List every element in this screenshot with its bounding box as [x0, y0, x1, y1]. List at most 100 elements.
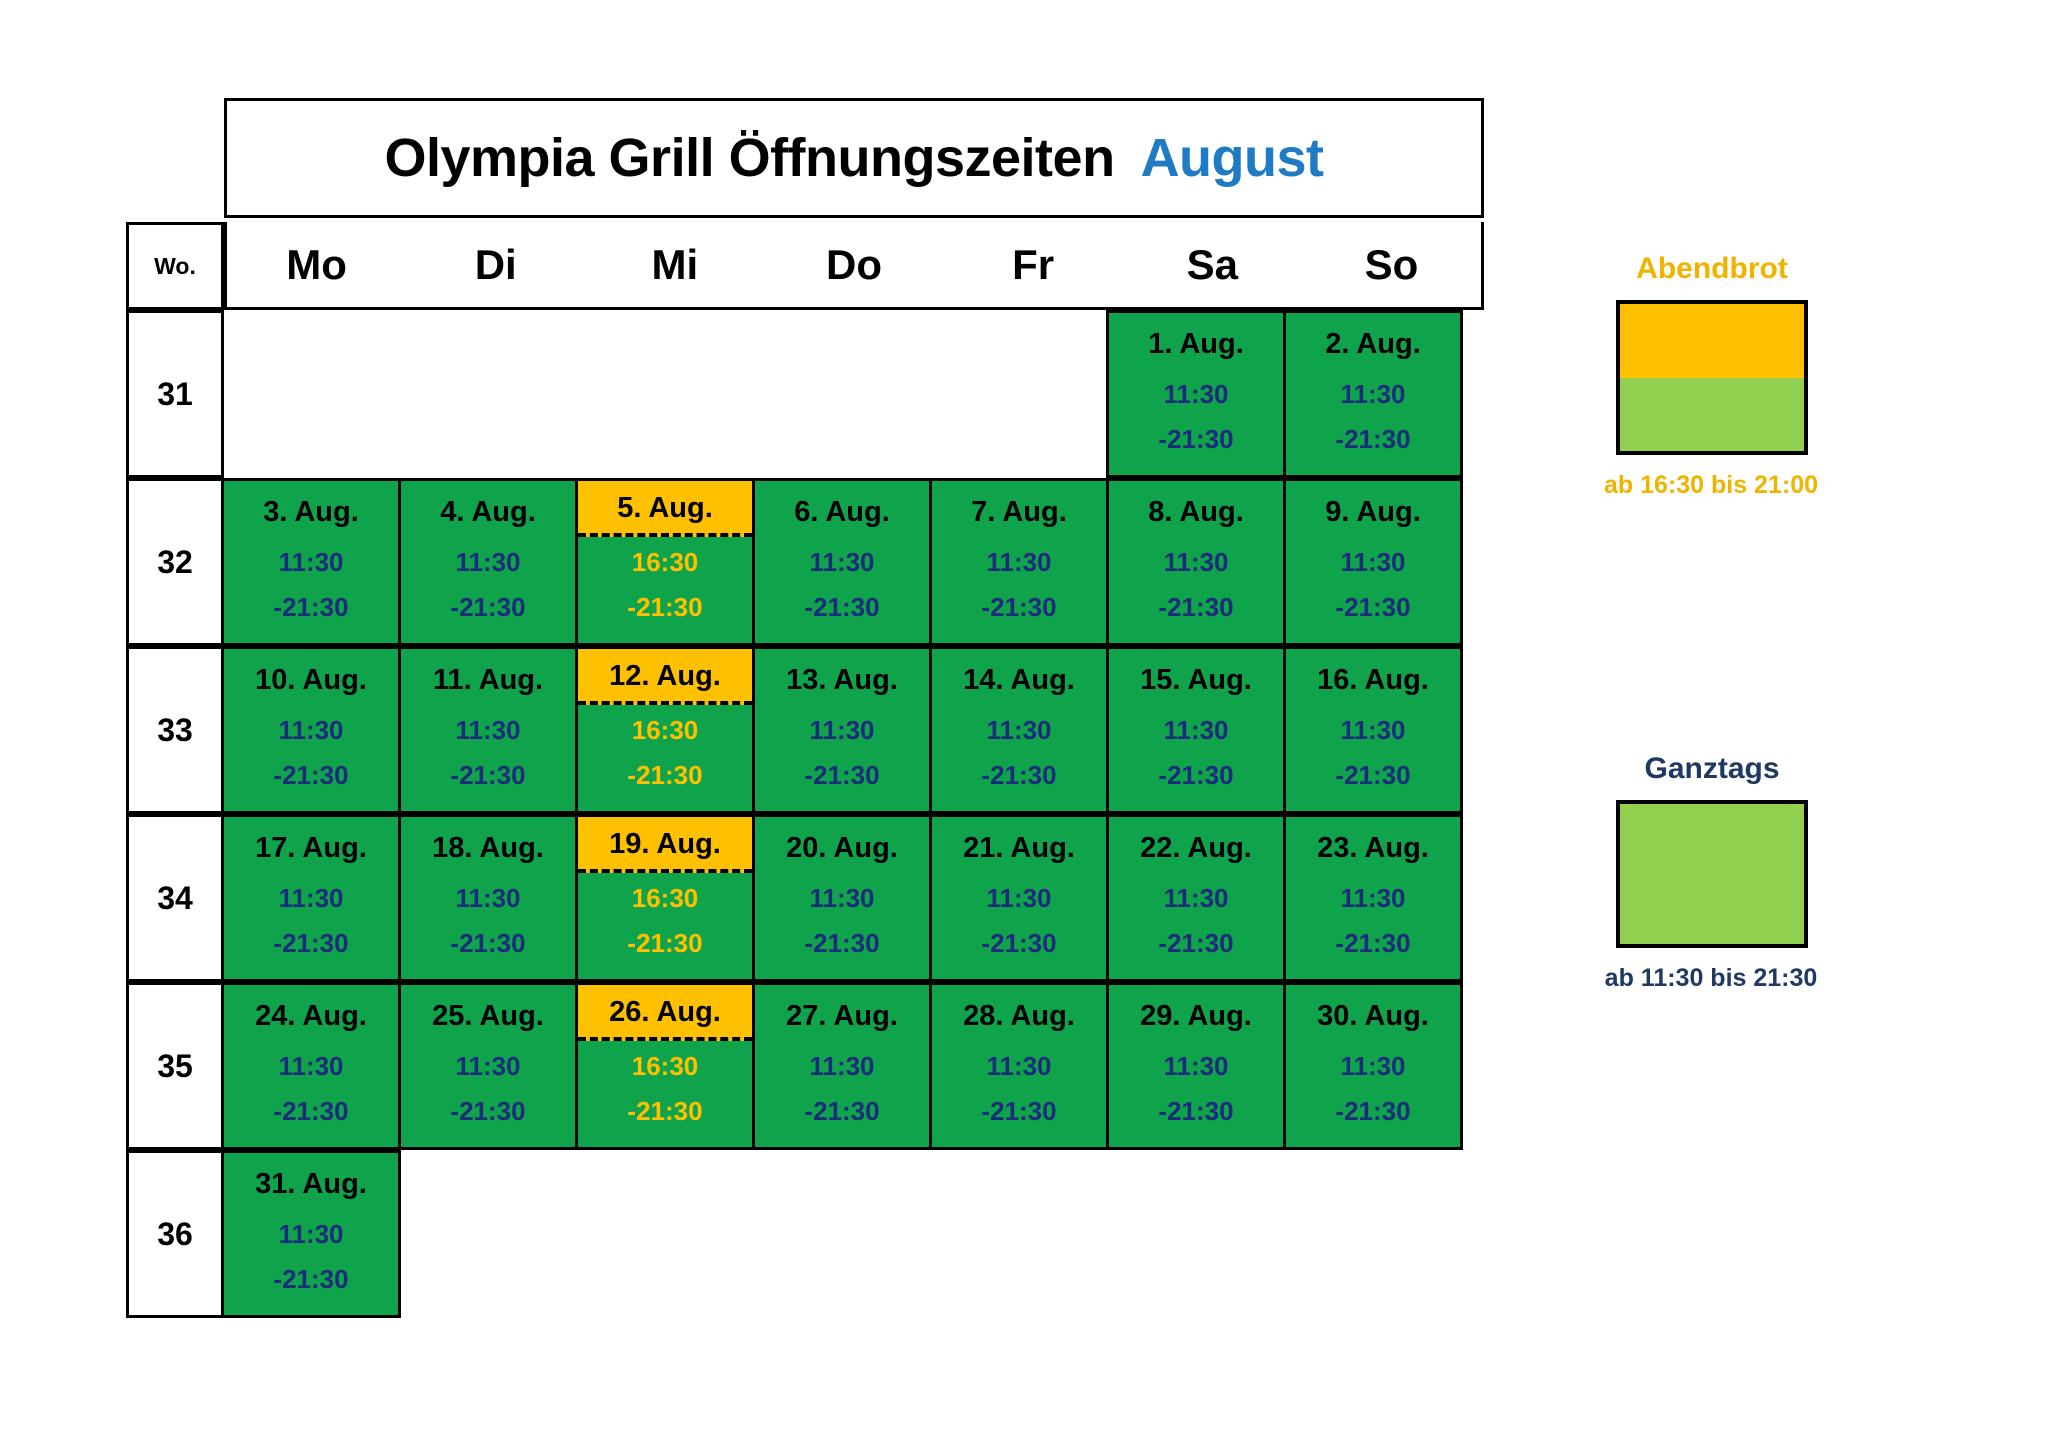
day-open-time: 11:30: [455, 1051, 521, 1081]
day-close-time: -21:30: [804, 1096, 880, 1126]
day-cell-so[interactable]: 9. Aug. 11:30 -21:30: [1283, 478, 1463, 646]
day-cell-fr[interactable]: 7. Aug. 11:30 -21:30: [929, 478, 1109, 646]
day-open-time: 11:30: [278, 1051, 344, 1081]
day-cell-mi[interactable]: 12. Aug. 16:30 -21:30: [575, 646, 755, 814]
day-open-time: 11:30: [278, 547, 344, 577]
day-close-time: -21:30: [981, 592, 1057, 622]
day-cell-di[interactable]: 25. Aug. 11:30 -21:30: [398, 982, 578, 1150]
day-cell-empty: [575, 310, 755, 478]
day-cell-mi[interactable]: 5. Aug. 16:30 -21:30: [575, 478, 755, 646]
day-cell-do[interactable]: 27. Aug. 11:30 -21:30: [752, 982, 932, 1150]
weekday-header-fr: Fr: [1012, 240, 1055, 288]
day-close-time: -21:30: [450, 1096, 526, 1126]
day-close-time: -21:30: [627, 592, 703, 622]
weekday-header-sa: Sa: [1186, 240, 1238, 288]
day-open-time: 11:30: [455, 883, 521, 913]
day-date-label: 4. Aug.: [440, 496, 536, 528]
day-date-label: 28. Aug.: [963, 1000, 1075, 1032]
day-date-label: 13. Aug.: [786, 664, 898, 696]
day-cell-sa[interactable]: 8. Aug. 11:30 -21:30: [1106, 478, 1286, 646]
day-cell-so[interactable]: 23. Aug. 11:30 -21:30: [1283, 814, 1463, 982]
day-cell-empty: [398, 1150, 578, 1318]
day-close-time: -21:30: [273, 592, 349, 622]
day-cell-di[interactable]: 18. Aug. 11:30 -21:30: [398, 814, 578, 982]
day-cell-fr[interactable]: 28. Aug. 11:30 -21:30: [929, 982, 1109, 1150]
weekday-header-so: So: [1364, 240, 1419, 288]
day-open-time: 11:30: [278, 883, 344, 913]
day-date-label: 8. Aug.: [1148, 496, 1244, 528]
legend-swatch-top: [1620, 304, 1804, 378]
weekday-header-do: Do: [825, 240, 882, 288]
calendar-week-row: 32 3. Aug. 11:30 -21:30 4. Aug. 11:30 -21:30 5.…: [126, 478, 1484, 646]
day-open-time: 11:30: [278, 1219, 344, 1249]
day-date-label: 18. Aug.: [432, 832, 544, 864]
day-date-label: 6. Aug.: [794, 496, 890, 528]
day-open-time: 11:30: [1340, 547, 1406, 577]
day-cell-mi[interactable]: 19. Aug. 16:30 -21:30: [575, 814, 755, 982]
day-date-label: 19. Aug.: [609, 828, 721, 860]
legend-abendbrot: Abendbrot ab 16:30 bis 21:00: [1604, 252, 1818, 500]
day-close-time: -21:30: [627, 928, 703, 958]
day-date-label: 25. Aug.: [432, 1000, 544, 1032]
day-date-label: 12. Aug.: [609, 660, 721, 692]
day-date-label: 9. Aug.: [1325, 496, 1421, 528]
legend-caption-abendbrot: ab 16:30 bis 21:00: [1603, 471, 1818, 499]
day-cell-sa[interactable]: 15. Aug. 11:30 -21:30: [1106, 646, 1286, 814]
day-date-label: 27. Aug.: [786, 1000, 898, 1032]
week-number-cell: 36: [126, 1150, 224, 1318]
day-cell-mo[interactable]: 10. Aug. 11:30 -21:30: [221, 646, 401, 814]
day-open-time: 16:30: [631, 1051, 699, 1081]
day-date-label: 16. Aug.: [1317, 664, 1429, 696]
day-open-time: 11:30: [1163, 883, 1229, 913]
day-cell-sa[interactable]: 29. Aug. 11:30 -21:30: [1106, 982, 1286, 1150]
legend-caption-ganztags: ab 11:30 bis 21:30: [1604, 964, 1818, 992]
day-cell-di[interactable]: 11. Aug. 11:30 -21:30: [398, 646, 578, 814]
day-close-time: -21:30: [1158, 592, 1234, 622]
day-date-label: 5. Aug.: [617, 492, 713, 524]
weekday-header-row: Mo Di Mi Do Fr Sa So: [224, 222, 1484, 310]
day-cell-mo[interactable]: 31. Aug. 11:30 -21:30: [221, 1150, 401, 1318]
day-cell-empty: [1283, 1150, 1463, 1318]
day-cell-so[interactable]: 30. Aug. 11:30 -21:30: [1283, 982, 1463, 1150]
legend-title-ganztags: Ganztags: [1644, 752, 1780, 785]
day-cell-di[interactable]: 4. Aug. 11:30 -21:30: [398, 478, 578, 646]
week-number-cell: 33: [126, 646, 224, 814]
day-cell-mo[interactable]: 3. Aug. 11:30 -21:30: [221, 478, 401, 646]
day-date-label: 24. Aug.: [255, 1000, 367, 1032]
legend-swatch-abendbrot: [1616, 300, 1808, 455]
day-close-time: -21:30: [1158, 1096, 1234, 1126]
day-date-label: 14. Aug.: [963, 664, 1075, 696]
day-cell-mo[interactable]: 17. Aug. 11:30 -21:30: [221, 814, 401, 982]
day-cell-do[interactable]: 13. Aug. 11:30 -21:30: [752, 646, 932, 814]
day-open-time: 16:30: [631, 547, 699, 577]
day-cell-do[interactable]: 20. Aug. 11:30 -21:30: [752, 814, 932, 982]
day-cell-do[interactable]: 6. Aug. 11:30 -21:30: [752, 478, 932, 646]
weekday-header-mo: Mo: [286, 240, 347, 288]
day-close-time: -21:30: [804, 760, 880, 790]
legend-swatch-ganztags: [1616, 800, 1808, 948]
day-open-time: 11:30: [986, 547, 1052, 577]
day-cell-sa[interactable]: 22. Aug. 11:30 -21:30: [1106, 814, 1286, 982]
day-date-label: 1. Aug.: [1148, 328, 1244, 360]
day-cell-mi[interactable]: 26. Aug. 16:30 -21:30: [575, 982, 755, 1150]
calendar-week-row: 31 1. Aug. 11:30 -21:30 2. Aug. 11:30 -21:30: [126, 310, 1484, 478]
day-cell-so[interactable]: 16. Aug. 11:30 -21:30: [1283, 646, 1463, 814]
calendar-week-row: 36 31. Aug. 11:30 -21:30: [126, 1150, 1484, 1318]
day-cell-fr[interactable]: 21. Aug. 11:30 -21:30: [929, 814, 1109, 982]
day-close-time: -21:30: [627, 760, 703, 790]
day-cell-sa[interactable]: 1. Aug. 11:30 -21:30: [1106, 310, 1286, 478]
day-cell-so[interactable]: 2. Aug. 11:30 -21:30: [1283, 310, 1463, 478]
day-close-time: -21:30: [1158, 424, 1234, 454]
day-cell-empty: [575, 1150, 755, 1318]
day-open-time: 11:30: [1340, 715, 1406, 745]
day-cell-mo[interactable]: 24. Aug. 11:30 -21:30: [221, 982, 401, 1150]
day-date-label: 21. Aug.: [963, 832, 1075, 864]
day-close-time: -21:30: [273, 928, 349, 958]
day-close-time: -21:30: [273, 760, 349, 790]
week-column-header: Wo.: [126, 222, 224, 310]
day-cell-fr[interactable]: 14. Aug. 11:30 -21:30: [929, 646, 1109, 814]
day-open-time: 11:30: [455, 715, 521, 745]
day-date-label: 29. Aug.: [1140, 1000, 1252, 1032]
day-close-time: -21:30: [1335, 592, 1411, 622]
